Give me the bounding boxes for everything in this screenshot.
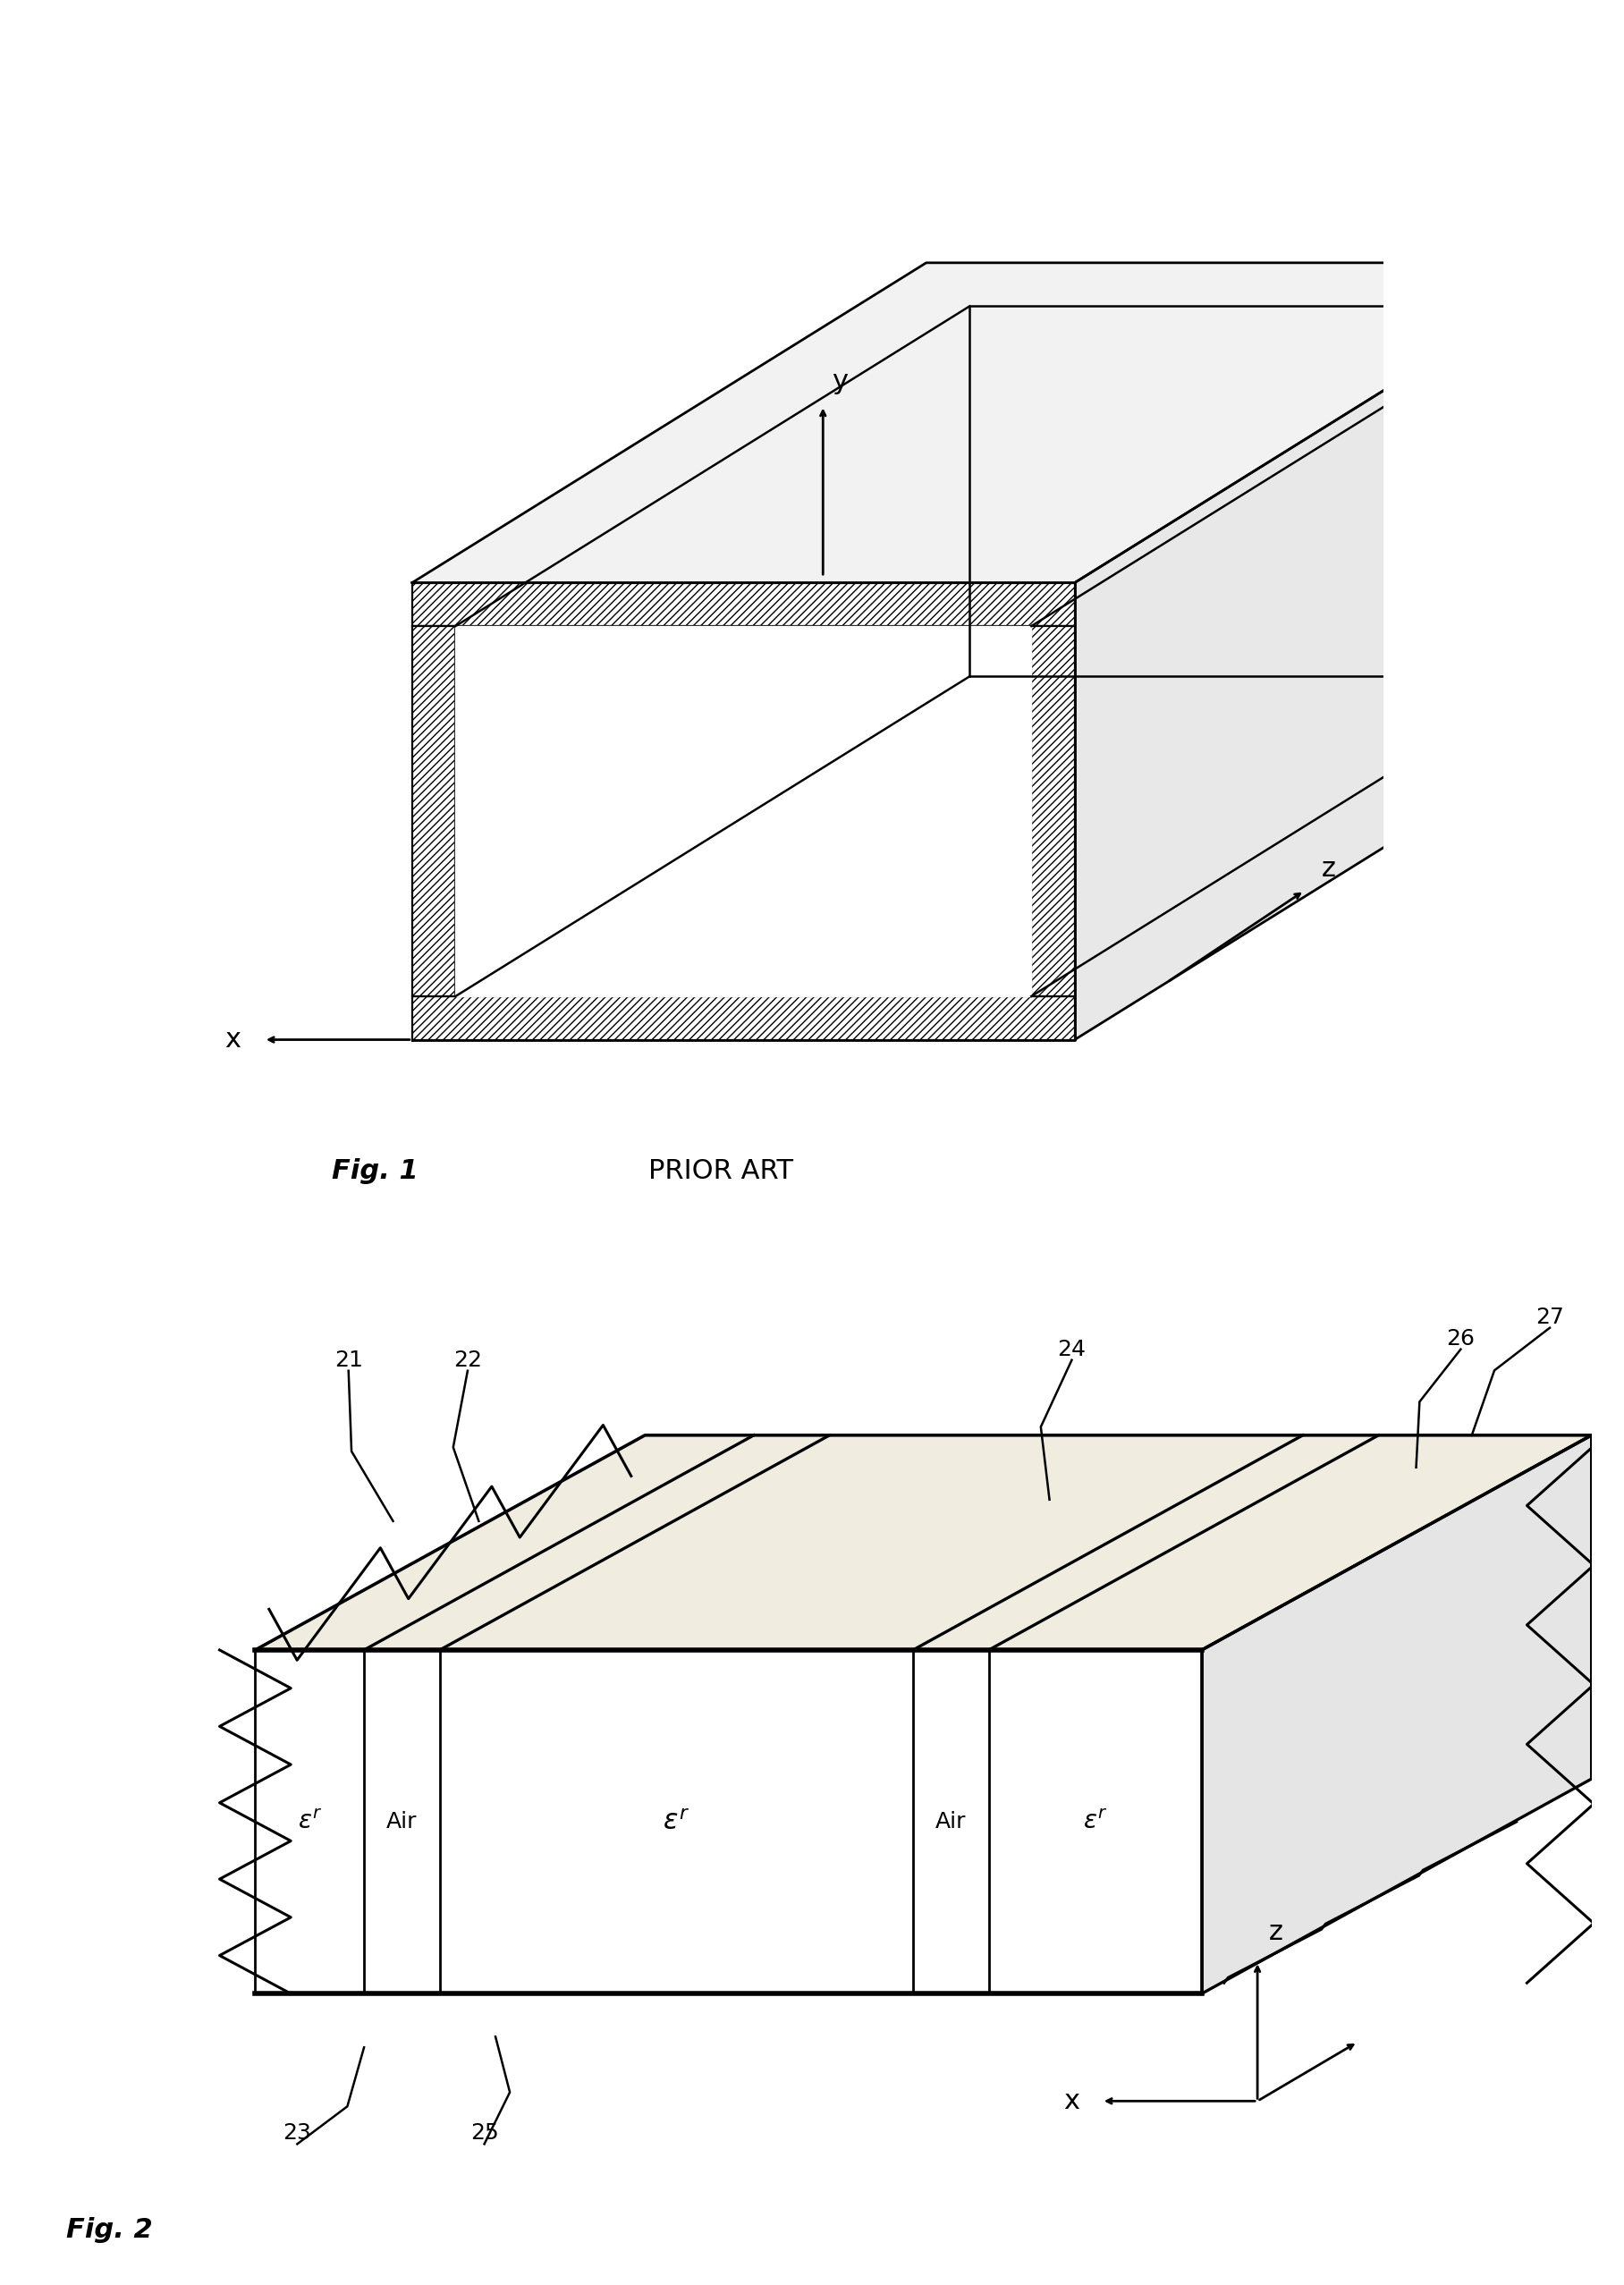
- Polygon shape: [1075, 263, 1588, 1040]
- Text: 24: 24: [1057, 1339, 1086, 1360]
- Text: 27: 27: [1536, 1307, 1564, 1328]
- Text: 21: 21: [335, 1350, 362, 1371]
- Text: PRIOR ART: PRIOR ART: [648, 1158, 793, 1184]
- Text: z: z: [1268, 1919, 1283, 1945]
- Text: x: x: [224, 1026, 240, 1053]
- Text: Air: Air: [935, 1812, 966, 1833]
- Polygon shape: [412, 583, 1075, 1040]
- Polygon shape: [255, 1435, 1592, 1650]
- Polygon shape: [255, 1650, 1202, 1993]
- Polygon shape: [456, 626, 1031, 996]
- Text: a: a: [736, 887, 752, 914]
- Text: 23: 23: [283, 2123, 312, 2143]
- Text: $\varepsilon^r$: $\varepsilon^r$: [663, 1810, 690, 1835]
- Text: 26: 26: [1447, 1328, 1475, 1348]
- Text: x: x: [1064, 2088, 1080, 2114]
- Polygon shape: [412, 583, 1075, 626]
- Text: $\varepsilon^r$: $\varepsilon^r$: [297, 1810, 322, 1835]
- Text: Fig. 2: Fig. 2: [67, 2216, 153, 2244]
- Text: y: y: [831, 368, 848, 395]
- Text: $\varepsilon^r$: $\varepsilon^r$: [1083, 1810, 1108, 1835]
- Text: 22: 22: [453, 1350, 482, 1371]
- Polygon shape: [412, 263, 1588, 583]
- Text: 25: 25: [469, 2123, 499, 2143]
- Text: Fig. 1: Fig. 1: [333, 1158, 419, 1184]
- Text: b: b: [875, 797, 893, 825]
- Text: Air: Air: [387, 1812, 417, 1833]
- Text: z: z: [1322, 855, 1335, 882]
- Polygon shape: [412, 626, 456, 996]
- Polygon shape: [1031, 626, 1075, 996]
- Polygon shape: [1202, 1435, 1592, 1993]
- Polygon shape: [412, 996, 1075, 1040]
